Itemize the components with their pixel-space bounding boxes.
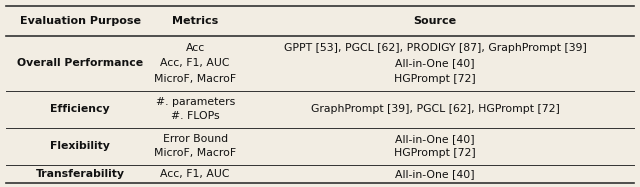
Text: All-in-One [40]: All-in-One [40] (396, 169, 475, 179)
Text: Source: Source (413, 16, 457, 26)
Text: #. parameters: #. parameters (156, 97, 235, 107)
Text: Overall Performance: Overall Performance (17, 58, 143, 68)
Text: Evaluation Purpose: Evaluation Purpose (19, 16, 141, 26)
Text: Efficiency: Efficiency (50, 104, 110, 114)
Text: Metrics: Metrics (172, 16, 218, 26)
Text: GPPT [53], PGCL [62], PRODIGY [87], GraphPrompt [39]: GPPT [53], PGCL [62], PRODIGY [87], Grap… (284, 43, 587, 53)
Text: Error Bound: Error Bound (163, 134, 228, 144)
Text: All-in-One [40]: All-in-One [40] (396, 134, 475, 144)
Text: All-in-One [40]: All-in-One [40] (396, 58, 475, 68)
Text: Acc, F1, AUC: Acc, F1, AUC (161, 58, 230, 68)
Text: #. FLOPs: #. FLOPs (171, 111, 220, 122)
Text: Acc, F1, AUC: Acc, F1, AUC (161, 169, 230, 179)
Text: MicroF, MacroF: MicroF, MacroF (154, 74, 236, 84)
Text: HGPrompt [72]: HGPrompt [72] (394, 148, 476, 158)
Text: HGPrompt [72]: HGPrompt [72] (394, 74, 476, 84)
Text: Flexibility: Flexibility (50, 141, 110, 151)
Text: GraphPrompt [39], PGCL [62], HGPrompt [72]: GraphPrompt [39], PGCL [62], HGPrompt [7… (311, 104, 559, 114)
Text: Transferability: Transferability (35, 169, 125, 179)
Text: MicroF, MacroF: MicroF, MacroF (154, 148, 236, 158)
Text: Acc: Acc (186, 43, 205, 53)
